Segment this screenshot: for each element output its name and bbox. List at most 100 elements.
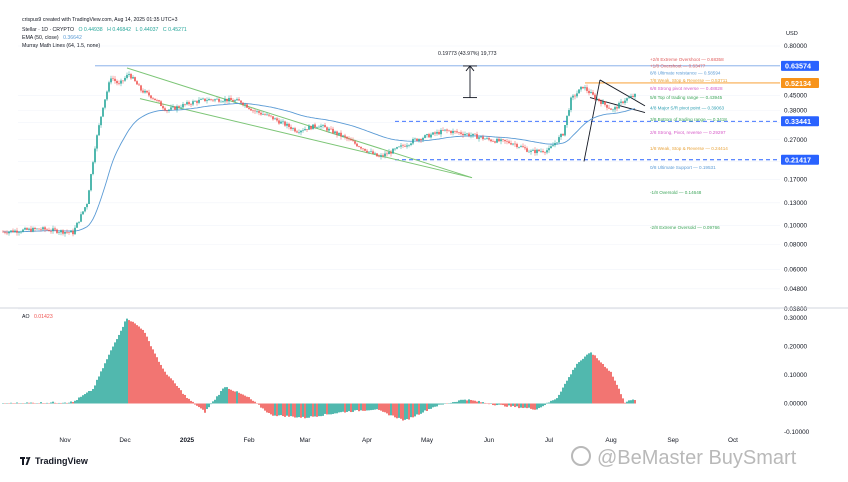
ao-bar: [284, 403, 286, 417]
tradingview-logo[interactable]: TradingView: [20, 456, 88, 466]
candle-body: [612, 109, 614, 111]
ao-bar: [236, 391, 238, 404]
ema-line: [3, 102, 636, 233]
ao-bar: [458, 400, 460, 404]
time-tick: Jun: [484, 437, 495, 444]
candle-body: [278, 120, 280, 124]
ao-value: 0.01423: [33, 314, 53, 320]
candle-body: [232, 100, 234, 102]
candle-body: [398, 146, 400, 148]
ao-bar: [96, 379, 98, 404]
ao-bar: [282, 403, 284, 417]
ao-bar: [428, 403, 430, 410]
candle-body: [30, 228, 32, 232]
candle-body: [628, 97, 630, 99]
ao-bar: [600, 362, 602, 404]
ao-bar: [432, 403, 434, 408]
ao-bar: [50, 402, 52, 404]
ao-bar: [166, 374, 168, 404]
murrey-level-label: 4/8 Major S/R pivot point — 0.39063: [650, 105, 724, 110]
ao-bar: [224, 387, 226, 404]
candle-body: [502, 139, 504, 140]
ao-bar: [502, 403, 504, 406]
candle-body: [132, 77, 134, 79]
candle-body: [118, 83, 120, 84]
candle-body: [220, 101, 222, 103]
ao-bar: [390, 403, 392, 416]
ao-bar: [426, 403, 428, 412]
murrey-level-label: 8/8 Ultimate resistance — 0.58594: [650, 70, 721, 75]
ao-bar: [442, 403, 444, 405]
ao-bar: [612, 376, 614, 404]
candle-body: [2, 231, 4, 233]
ao-bar: [178, 387, 180, 404]
ao-bar: [468, 399, 470, 404]
ao-bar: [280, 403, 282, 416]
ao-bar: [610, 371, 612, 404]
main-grid: [18, 45, 780, 310]
candle-body: [300, 130, 302, 133]
candle-body: [202, 98, 204, 100]
candle-body: [466, 133, 468, 135]
ao-bar: [156, 357, 158, 404]
ao-bar: [258, 403, 260, 405]
ao-bar: [78, 397, 80, 404]
ema-legend[interactable]: EMA (50, close) 0.36642: [22, 35, 85, 41]
time-tick: Oct: [728, 437, 738, 444]
ao-bar: [532, 403, 534, 410]
ao-bar: [312, 403, 314, 417]
murrey-level-label: +2/8 Extreme Overshoot — 0.68358: [650, 57, 724, 62]
ao-bar: [228, 388, 230, 404]
ao-bar: [616, 384, 618, 404]
candle-body: [122, 80, 124, 82]
ao-bar: [586, 354, 588, 404]
ao-bar: [40, 402, 42, 404]
ao-bar: [408, 403, 410, 420]
candle-body: [150, 95, 152, 99]
time-tick: Mar: [299, 437, 311, 444]
ao-bar: [214, 399, 216, 404]
ao-bar: [336, 403, 338, 414]
candle-body: [378, 156, 380, 157]
candle-body: [76, 222, 78, 228]
candle-body: [144, 90, 146, 93]
ao-bar: [412, 403, 414, 418]
candle-body: [610, 108, 612, 110]
murrey-legend[interactable]: Murray Math Lines (64, 1.5, none): [22, 43, 101, 49]
creator-line: crispus9 created with TradingView.com, A…: [22, 17, 178, 23]
candle-body: [80, 214, 82, 222]
candle-body: [622, 101, 624, 103]
candle-body: [116, 81, 118, 84]
candle-body: [6, 232, 8, 234]
ao-bar: [562, 387, 564, 404]
ao-bar: [386, 403, 388, 414]
candle-body: [124, 77, 126, 81]
candle-body: [14, 230, 16, 233]
ao-bar: [530, 403, 532, 409]
candle-body: [356, 143, 358, 147]
candle-body: [314, 124, 316, 128]
time-tick: May: [421, 437, 434, 444]
candle-body: [242, 102, 244, 105]
ao-bar: [324, 403, 326, 414]
candle-body: [522, 146, 524, 148]
candle-body: [530, 150, 532, 152]
candle-body: [308, 126, 310, 130]
ao-bar: [230, 389, 232, 404]
ao-bar: [92, 388, 94, 404]
candle-body: [500, 139, 502, 142]
ao-bar: [306, 403, 308, 418]
ao-bar: [120, 330, 122, 404]
candle-body: [100, 116, 102, 126]
ao-bar: [450, 402, 452, 404]
candle-body: [542, 151, 544, 153]
candle-body: [368, 151, 370, 153]
ao-bar: [372, 403, 374, 410]
ao-bar: [308, 403, 310, 418]
ao-legend[interactable]: AO 0.01423: [22, 314, 56, 320]
falling-wedge-lines: [126, 67, 646, 179]
ao-bar: [574, 367, 576, 404]
ao-bar: [264, 403, 266, 411]
ao-bar: [160, 364, 162, 404]
candle-body: [394, 148, 396, 150]
